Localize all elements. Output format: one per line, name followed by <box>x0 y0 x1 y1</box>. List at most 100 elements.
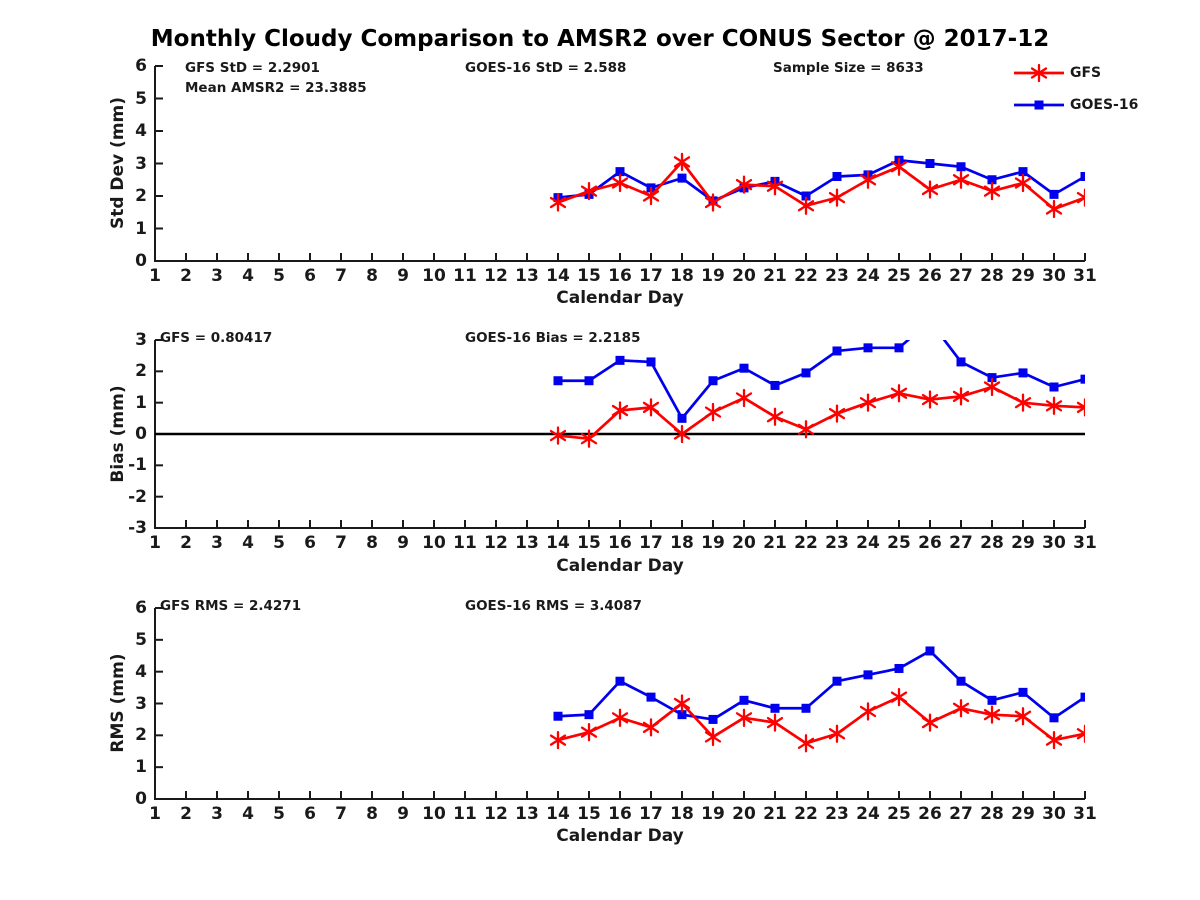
annotation-goes16-bias: GOES-16 Bias = 2.2185 <box>465 330 641 346</box>
x-tick-label: 27 <box>949 533 973 553</box>
y-tick-label: 5 <box>135 629 147 650</box>
y-tick-label: -1 <box>128 455 147 476</box>
x-tick-label: 21 <box>763 804 787 824</box>
x-tick-label: 4 <box>242 533 254 553</box>
x-tick-label: 9 <box>397 266 409 286</box>
x-tick-label: 29 <box>1011 266 1035 286</box>
x-tick-label: 20 <box>732 533 756 553</box>
x-tick-label: 21 <box>763 533 787 553</box>
y-tick-label: 3 <box>135 330 147 350</box>
y-tick-label: -3 <box>128 518 147 538</box>
series-gfs <box>549 377 1085 448</box>
legend-goes16-marker-icon <box>1014 100 1064 110</box>
x-tick-label: 22 <box>794 533 818 553</box>
y-tick-label: 6 <box>135 598 147 618</box>
x-axis-label-panel3: Calendar Day <box>556 826 684 846</box>
x-tick-label: 16 <box>608 266 632 286</box>
x-tick-label: 12 <box>484 804 508 824</box>
x-tick-label: 11 <box>453 266 477 286</box>
x-tick-label: 18 <box>670 533 694 553</box>
x-tick-label: 19 <box>701 804 725 824</box>
x-tick-label: 8 <box>366 804 378 824</box>
x-tick-label: 2 <box>180 804 192 824</box>
x-tick-label: 7 <box>335 804 347 824</box>
x-axis-label-panel2: Calendar Day <box>556 556 684 576</box>
x-tick-label: 6 <box>304 266 316 286</box>
x-tick-label: 10 <box>422 804 446 824</box>
x-tick-label: 15 <box>577 266 601 286</box>
x-tick-label: 3 <box>211 533 223 553</box>
x-tick-label: 26 <box>918 804 942 824</box>
x-tick-label: 30 <box>1042 804 1066 824</box>
y-tick-label: 2 <box>135 186 147 206</box>
annotation-goes16-std: GOES-16 StD = 2.588 <box>465 60 627 76</box>
annotation-mean-amsr2: Mean AMSR2 = 23.3885 <box>185 80 367 96</box>
axes <box>154 608 1085 800</box>
x-tick-label: 25 <box>887 266 911 286</box>
x-tick-label: 11 <box>453 804 477 824</box>
x-tick-label: 6 <box>304 804 316 824</box>
x-axis-label-panel1: Calendar Day <box>556 288 684 308</box>
y-tick-label: 1 <box>135 218 147 239</box>
y-tick-label: 2 <box>135 361 147 382</box>
x-tick-label: 30 <box>1042 533 1066 553</box>
x-axis-ticks <box>154 791 1086 799</box>
y-tick-label: 3 <box>135 693 147 714</box>
x-tick-label: 22 <box>794 266 818 286</box>
x-tick-label: 19 <box>701 533 725 553</box>
y-tick-label: 0 <box>135 789 147 809</box>
annotation-gfs-std: GFS StD = 2.2901 <box>185 60 320 76</box>
x-tick-label: 2 <box>180 266 192 286</box>
x-tick-label: 7 <box>335 266 347 286</box>
x-tick-label: 25 <box>887 533 911 553</box>
x-tick-label: 5 <box>273 533 285 553</box>
x-tick-label: 16 <box>608 533 632 553</box>
x-tick-label: 26 <box>918 266 942 286</box>
y-tick-label: -2 <box>128 486 147 507</box>
x-tick-label: 2 <box>180 533 192 553</box>
y-tick-label: 4 <box>135 121 147 141</box>
x-tick-label: 18 <box>670 266 694 286</box>
x-tick-label: 28 <box>980 266 1004 286</box>
y-tick-label: 1 <box>135 757 147 778</box>
x-tick-label: 10 <box>422 266 446 286</box>
x-tick-label: 30 <box>1042 266 1066 286</box>
chart-title: Monthly Cloudy Comparison to AMSR2 over … <box>150 26 1050 52</box>
x-tick-label: 24 <box>856 804 880 824</box>
x-tick-label: 31 <box>1073 266 1097 286</box>
x-tick-label: 17 <box>639 533 663 553</box>
x-tick-label: 9 <box>397 804 409 824</box>
legend-label-goes16: GOES-16 <box>1070 97 1139 113</box>
x-tick-label: 28 <box>980 804 1004 824</box>
legend-gfs-marker-icon <box>1014 63 1064 83</box>
x-axis-ticks <box>154 253 1086 261</box>
y-tick-label: 1 <box>135 392 147 413</box>
x-tick-label: 23 <box>825 533 849 553</box>
y-tick-label: 0 <box>135 424 147 444</box>
x-tick-label: 23 <box>825 266 849 286</box>
x-tick-label: 17 <box>639 266 663 286</box>
x-tick-label: 27 <box>949 266 973 286</box>
x-tick-label: 25 <box>887 804 911 824</box>
x-tick-label: 1 <box>149 533 161 553</box>
x-tick-label: 14 <box>546 804 570 824</box>
x-tick-label: 3 <box>211 266 223 286</box>
x-tick-label: 14 <box>546 266 570 286</box>
x-tick-label: 31 <box>1073 804 1097 824</box>
annotation-sample-size: Sample Size = 8633 <box>773 60 924 76</box>
y-axis-ticks <box>155 339 163 529</box>
x-tick-label: 27 <box>949 804 973 824</box>
x-tick-label: 31 <box>1073 533 1097 553</box>
panel-2 <box>154 339 1086 529</box>
x-tick-label: 28 <box>980 533 1004 553</box>
series-gfs <box>549 152 1085 219</box>
x-tick-label: 24 <box>856 533 880 553</box>
x-tick-label: 10 <box>422 533 446 553</box>
x-tick-label: 11 <box>453 533 477 553</box>
x-tick-label: 12 <box>484 266 508 286</box>
x-tick-label: 14 <box>546 533 570 553</box>
annotation-gfs-rms: GFS RMS = 2.4271 <box>160 598 302 614</box>
series-goes-16 <box>553 340 1085 423</box>
series-gfs <box>549 687 1085 753</box>
x-tick-label: 22 <box>794 804 818 824</box>
